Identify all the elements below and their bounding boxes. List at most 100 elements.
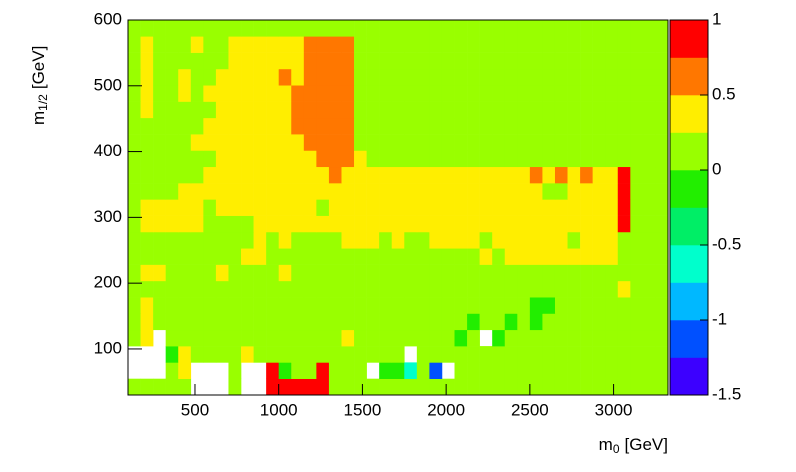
heatmap-cell <box>153 378 166 396</box>
z-tick-label: 1 <box>712 9 721 28</box>
heatmap-cell <box>567 280 581 298</box>
heatmap-cell <box>492 166 506 184</box>
heatmap-cell <box>617 215 631 233</box>
heatmap-cell <box>404 199 418 216</box>
heatmap-cell <box>479 346 493 363</box>
heatmap-cell <box>642 36 656 53</box>
heatmap-cell <box>529 134 543 151</box>
heatmap-cell <box>215 297 229 314</box>
heatmap-cell <box>215 313 229 331</box>
colorbar-band <box>670 282 708 321</box>
heatmap-cell <box>215 52 229 70</box>
heatmap-cell <box>504 362 518 379</box>
heatmap-cell <box>492 117 506 135</box>
heatmap-cell <box>642 215 656 233</box>
heatmap-cell <box>416 85 430 102</box>
heatmap-cell <box>642 52 656 70</box>
heatmap-cell <box>404 183 418 200</box>
heatmap-cell <box>241 329 254 347</box>
heatmap-cell <box>605 20 619 37</box>
heatmap-cell <box>504 346 518 363</box>
heatmap-cell <box>642 346 656 363</box>
heatmap-cell <box>529 346 543 363</box>
heatmap-cell <box>316 231 330 249</box>
heatmap-cell <box>404 231 418 249</box>
heatmap-cell <box>567 36 581 53</box>
heatmap-cell <box>366 52 380 70</box>
heatmap-cell <box>567 20 581 37</box>
heatmap-cell <box>303 378 317 396</box>
heatmap-cell <box>655 166 669 184</box>
heatmap-cell <box>241 101 254 119</box>
heatmap-cell <box>642 199 656 216</box>
heatmap-cell <box>605 52 619 70</box>
heatmap-cell <box>429 248 443 265</box>
heatmap-cell <box>379 166 393 184</box>
heatmap-cell <box>266 134 279 151</box>
heatmap-cell <box>153 52 166 70</box>
heatmap-cell <box>479 134 493 151</box>
heatmap-cell <box>278 346 292 363</box>
heatmap-cell <box>266 36 279 53</box>
heatmap-cell <box>128 150 141 168</box>
heatmap-cell <box>178 68 192 86</box>
heatmap-cell <box>291 52 305 70</box>
heatmap-cell <box>391 36 405 53</box>
colorbar-band <box>670 95 708 133</box>
heatmap-cell <box>391 264 405 282</box>
heatmap-cell <box>441 85 455 102</box>
heatmap-cell <box>153 199 166 216</box>
heatmap-cell <box>354 280 367 298</box>
heatmap-cell <box>178 346 192 363</box>
x-label-main: m <box>599 435 613 454</box>
heatmap-cell <box>140 199 154 216</box>
heatmap-cell <box>542 280 556 298</box>
heatmap-cell <box>190 346 204 363</box>
heatmap-cell <box>328 117 342 135</box>
heatmap-cell <box>328 378 342 396</box>
heatmap-cell <box>291 166 305 184</box>
heatmap-cell <box>529 150 543 168</box>
heatmap-cell <box>592 248 606 265</box>
z-tick-label: 0 <box>712 159 721 178</box>
heatmap-cell <box>454 166 468 184</box>
heatmap-cell <box>153 150 166 168</box>
heatmap-cell <box>479 101 493 119</box>
heatmap-cell <box>492 36 506 53</box>
heatmap-cell <box>655 378 669 396</box>
heatmap-cell <box>303 199 317 216</box>
heatmap-cell <box>178 20 192 37</box>
heatmap-cell <box>567 52 581 70</box>
heatmap-cell <box>542 101 556 119</box>
heatmap-cell <box>203 52 217 70</box>
heatmap-cell <box>165 248 179 265</box>
heatmap-cell <box>215 264 229 282</box>
heatmap-cell <box>366 150 380 168</box>
heatmap-cell <box>215 20 229 37</box>
x-tick-label: 500 <box>181 400 209 419</box>
heatmap-cell <box>416 362 430 379</box>
heatmap-cell <box>542 231 556 249</box>
heatmap-cell <box>617 248 631 265</box>
heatmap-cell <box>266 264 279 282</box>
heatmap-cell <box>580 85 593 102</box>
heatmap-cell <box>605 166 619 184</box>
heatmap-cell <box>655 313 669 331</box>
heatmap-cell <box>140 20 154 37</box>
heatmap-cell <box>379 20 393 37</box>
heatmap-cell <box>354 150 367 168</box>
heatmap-cell <box>517 313 531 331</box>
heatmap-cell <box>580 297 593 314</box>
heatmap-cell <box>467 150 480 168</box>
heatmap-cell <box>542 68 556 86</box>
heatmap-cell <box>554 231 568 249</box>
heatmap-cell <box>492 280 506 298</box>
heatmap-cell <box>228 52 242 70</box>
heatmap-cell <box>128 378 141 396</box>
heatmap-cell <box>215 85 229 102</box>
heatmap-cell <box>291 199 305 216</box>
heatmap-cell <box>165 166 179 184</box>
heatmap-cell <box>303 68 317 86</box>
heatmap-cell <box>567 199 581 216</box>
heatmap-cell <box>617 20 631 37</box>
